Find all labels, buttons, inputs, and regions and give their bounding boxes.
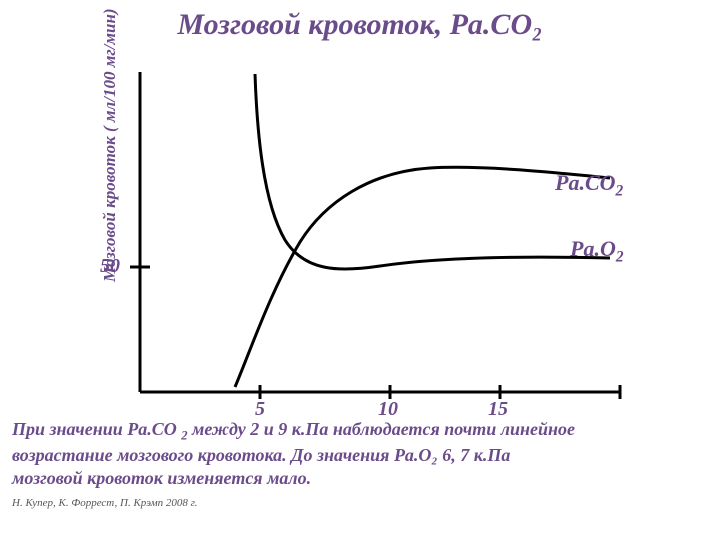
curve-label-pao2-text: Pa.O <box>570 236 616 261</box>
curve-label-pao2-sub: 2 <box>616 248 624 265</box>
curve-label-paco2-text: Pa.CO <box>555 170 616 195</box>
curve-label-pao2: Pa.O2 <box>570 236 624 266</box>
x-tick-label-10: 10 <box>378 398 398 421</box>
curve-paco2 <box>235 167 610 387</box>
chart-svg <box>80 52 640 412</box>
chart-area: Мозговой кровоток ( мл/100 мг/мин) 50 5 … <box>80 52 720 412</box>
caption-line2: возрастание мозгового кровотока. До знач… <box>12 445 510 465</box>
caption-line1-prefix: При значении Pa.CO <box>12 419 181 439</box>
source-text: Н. Купер, К. Форрест, П. Крэмп 2008 г. <box>12 497 708 509</box>
caption-text: При значении Pa.CO 2 между 2 и 9 к.Па на… <box>12 418 708 491</box>
caption-line1-rest: между 2 и 9 к.Па наблюдается почти линей… <box>188 419 575 439</box>
y-tick-label-50: 50 <box>100 255 120 278</box>
x-tick-label-5: 5 <box>255 398 265 421</box>
curve-label-paco2: Pa.CO2 <box>555 170 623 200</box>
curve-label-paco2-sub: 2 <box>616 182 624 199</box>
x-tick-label-15: 15 <box>488 398 508 421</box>
caption-line3: мозговой кровоток изменяется мало. <box>12 468 311 488</box>
y-axis-label: Мозговой кровоток ( мл/100 мг/мин) <box>100 8 120 282</box>
